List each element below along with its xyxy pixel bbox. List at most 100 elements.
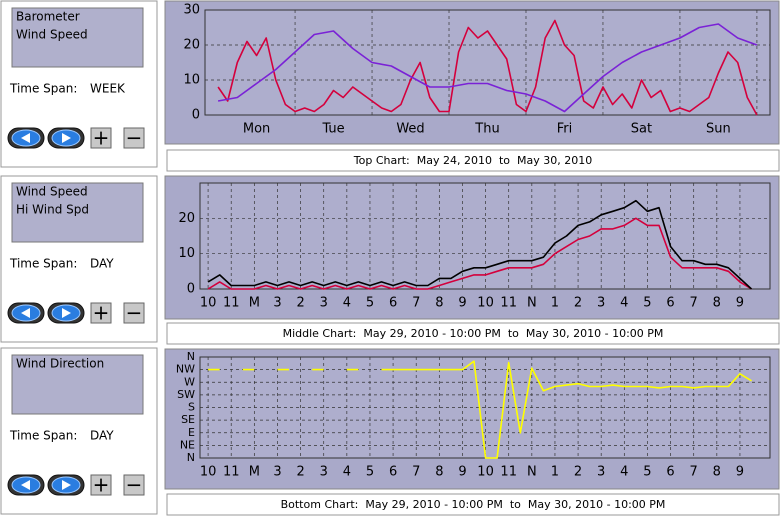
series-listbox [11,354,144,415]
arrow-icon[interactable] [21,308,30,318]
x-tick-label: 10 [477,296,494,311]
series-list-item: Wind Speed [16,28,88,42]
y-tick-label: NW [176,363,195,376]
y-tick-label: NE [180,438,195,451]
series-line [207,199,753,290]
arrow-icon[interactable] [62,133,71,143]
x-tick-label: 3 [597,465,605,480]
forward-button[interactable] [47,302,85,324]
x-tick-label: M [249,465,260,480]
x-tick-label: Mon [243,122,270,137]
x-tick-label: 11 [500,465,517,480]
button-box[interactable] [90,127,112,149]
zoom-in-button[interactable]: + [90,126,112,150]
zoom-out-button[interactable]: − [123,473,145,497]
caption-box [166,322,780,345]
chart-caption: Middle Chart: May 29, 2010 - 10:00 PM to… [283,327,664,340]
y-tick-label: SW [177,388,195,401]
button-label[interactable]: + [93,301,110,325]
series-list-item: Barometer [16,10,80,24]
x-tick-label: 11 [223,296,240,311]
x-tick-label: 4 [620,465,628,480]
time-span-label: Time Span: [9,82,77,96]
y-tick-label: N [187,350,195,363]
button-label[interactable]: − [126,301,143,325]
series-listbox [11,182,144,243]
series-list-item: Wind Direction [16,357,104,371]
x-tick-label: 5 [366,296,374,311]
button-label[interactable]: + [93,473,110,497]
x-tick-label: 6 [389,465,397,480]
y-tick-label: N [187,451,195,464]
y-tick-label: 20 [178,211,195,226]
y-tick-label: E [188,426,195,439]
series-list-item: Hi Wind Spd [16,203,89,217]
button-box[interactable] [123,474,145,496]
caption-box [166,149,780,172]
x-tick-label: N [527,465,537,480]
x-tick-label: 6 [666,465,674,480]
x-tick-label: 8 [435,296,443,311]
x-tick-label: Thu [474,122,499,137]
y-tick-label: 20 [183,38,200,53]
x-tick-label: 7 [412,465,420,480]
plot-area [199,182,771,290]
arrow-icon[interactable] [62,308,71,318]
forward-button[interactable] [47,474,85,496]
button-label[interactable]: + [93,126,110,150]
x-tick-label: 6 [666,296,674,311]
y-tick-label: SE [181,413,195,426]
back-button[interactable] [7,127,45,149]
y-tick-label: 10 [183,73,200,88]
x-tick-label: 7 [412,296,420,311]
button-label[interactable]: − [126,473,143,497]
series-line [208,360,752,459]
x-tick-label: 4 [343,296,351,311]
button-box[interactable] [123,127,145,149]
arrow-icon[interactable] [21,133,30,143]
x-tick-label: Sun [706,122,731,137]
x-tick-label: 3 [320,296,328,311]
x-tick-label: 2 [574,465,582,480]
x-tick-label: 11 [223,465,240,480]
zoom-in-button[interactable]: + [90,301,112,325]
x-tick-label: 10 [200,296,217,311]
button-label[interactable]: − [126,126,143,150]
back-button[interactable] [7,474,45,496]
x-tick-label: 1 [551,465,559,480]
caption-box [166,493,780,516]
zoom-in-button[interactable]: + [90,473,112,497]
y-tick-label: W [184,375,195,388]
chart-caption: Top Chart: May 24, 2010 to May 30, 2010 [353,154,592,167]
x-tick-label: Tue [321,122,344,137]
x-tick-label: 5 [643,465,651,480]
x-tick-label: 3 [320,465,328,480]
x-tick-label: 5 [643,296,651,311]
back-button[interactable] [7,302,45,324]
series-line [217,19,758,116]
x-tick-label: M [249,296,260,311]
time-span-value: DAY [90,257,114,271]
time-span-label: Time Span: [9,257,77,271]
zoom-out-button[interactable]: − [123,301,145,325]
x-tick-label: Sat [631,122,652,137]
button-box[interactable] [90,302,112,324]
plot-area [204,9,771,116]
arrow-icon[interactable] [62,480,71,490]
x-tick-label: 8 [435,465,443,480]
x-tick-label: 3 [597,296,605,311]
series-list-item: Wind Speed [16,185,88,199]
arrow-icon[interactable] [21,480,30,490]
x-tick-label: 7 [690,296,698,311]
x-tick-label: Wed [396,122,424,137]
zoom-out-button[interactable]: − [123,126,145,150]
button-box[interactable] [123,302,145,324]
button-box[interactable] [90,474,112,496]
x-tick-label: 4 [620,296,628,311]
time-span-label: Time Span: [9,429,77,443]
series-listbox [11,7,144,68]
forward-button[interactable] [47,127,85,149]
x-tick-label: N [527,296,537,311]
